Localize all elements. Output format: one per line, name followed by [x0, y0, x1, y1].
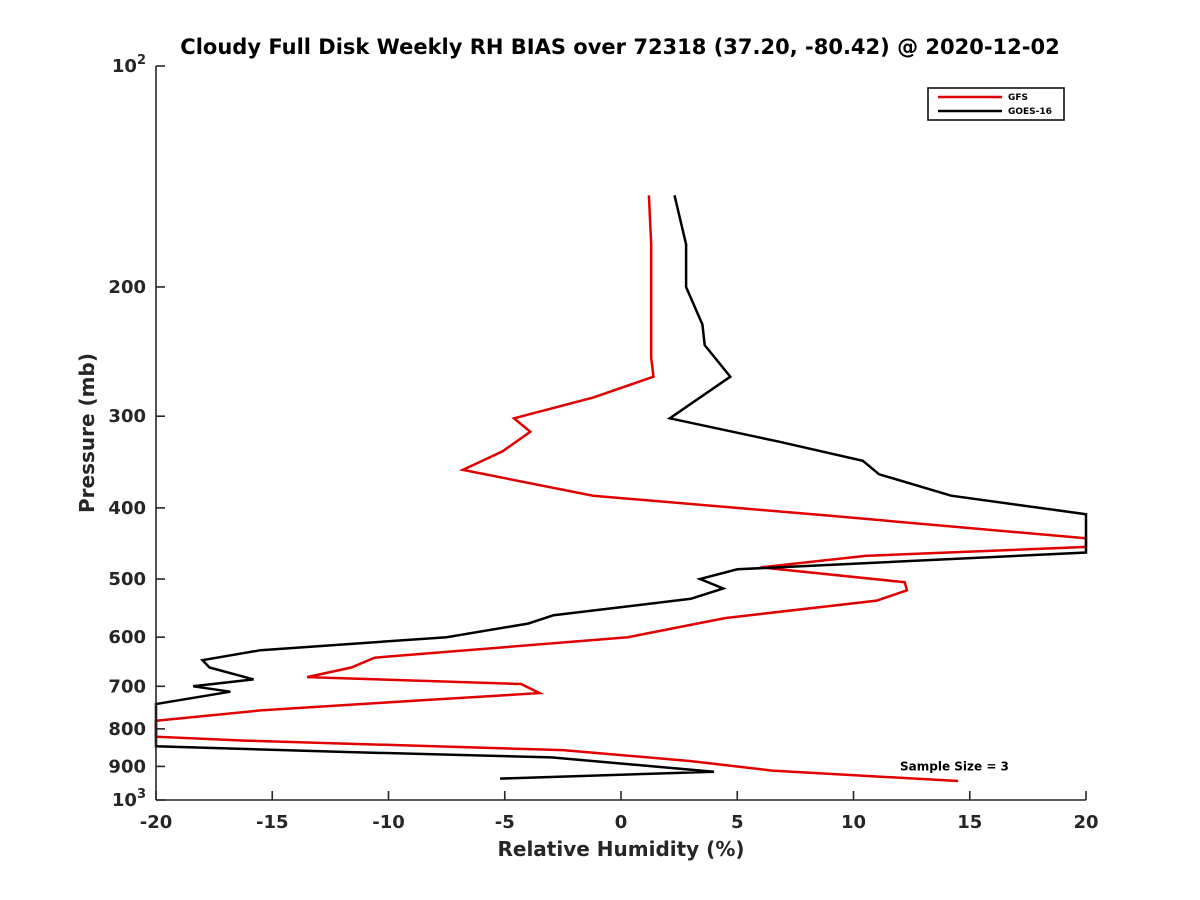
- y-tick-label: 700: [108, 676, 146, 697]
- chart-title: Cloudy Full Disk Weekly RH BIAS over 723…: [180, 35, 1059, 59]
- legend-label-goes-16: GOES-16: [1008, 107, 1052, 117]
- x-tick-label: 20: [1073, 812, 1098, 833]
- y-tick-label: 400: [108, 498, 146, 519]
- x-tick-label: 0: [615, 812, 628, 833]
- y-tick-label: 900: [108, 756, 146, 777]
- y-tick-label: 200: [108, 277, 146, 298]
- x-tick-label: 15: [957, 812, 982, 833]
- annotation-layer: Sample Size = 3: [900, 759, 1009, 773]
- y-tick-label: 103: [112, 787, 146, 811]
- legend-label-gfs: GFS: [1008, 93, 1028, 103]
- legend[interactable]: GFS GOES-16: [927, 87, 1065, 121]
- x-tick-label: 10: [841, 812, 866, 833]
- x-axis-label: Relative Humidity (%): [497, 837, 744, 861]
- x-tick-label: -5: [495, 812, 515, 833]
- x-tick-label: -20: [140, 812, 173, 833]
- tick-layer: -20 -15 -10 -5 0 5 10 15 20 102 200 300 400 500 600 700…: [108, 53, 1098, 833]
- x-tick-label: -15: [256, 812, 289, 833]
- x-tick-label: 5: [731, 812, 744, 833]
- sample-size-annotation: Sample Size = 3: [900, 759, 1009, 773]
- legend-box: [927, 87, 1065, 121]
- y-tick-label: 600: [108, 627, 146, 648]
- y-tick-label: 800: [108, 719, 146, 740]
- y-axis-label: Pressure (mb): [75, 353, 99, 513]
- series-line-goes-16: [154, 195, 1088, 780]
- x-tick-label: -10: [372, 812, 405, 833]
- y-tick-label: 500: [108, 569, 146, 590]
- legend-items: GFS GOES-16: [938, 93, 1052, 117]
- y-tick-label: 102: [112, 53, 146, 77]
- y-tick-label: 300: [108, 406, 146, 427]
